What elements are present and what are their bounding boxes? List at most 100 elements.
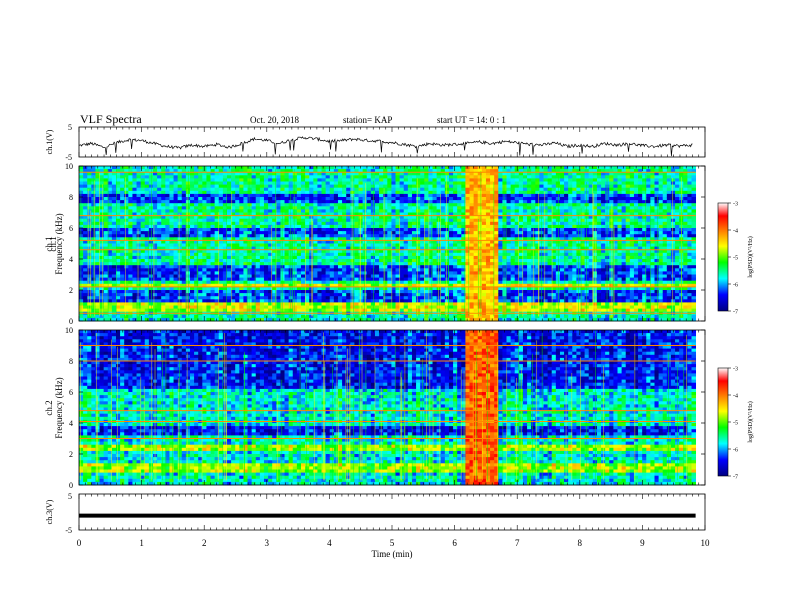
ch1-spectrogram-cell: [403, 240, 409, 244]
ch1-spectrogram-cell: [173, 209, 179, 213]
ch1-spectrogram-cell: [321, 172, 327, 176]
ch1-spectrogram-cell: [284, 193, 290, 198]
ch1-spectrogram-cell: [383, 271, 388, 275]
ch1-spectrogram-cell: [87, 228, 92, 232]
ch1-spectrogram-cell: [370, 206, 376, 210]
ch1-spectrogram-cell: [189, 283, 195, 288]
ch1-spectrogram-cell: [473, 243, 479, 247]
ch1-spectrogram-cell: [444, 193, 450, 198]
ch1-spectrogram-cell: [218, 317, 224, 322]
ch1-spectrogram-cell: [132, 175, 137, 179]
ch1-spectrogram-cell: [403, 317, 409, 322]
ch1-spectrogram-cell: [477, 274, 483, 278]
ch1-spectrogram-cell: [173, 283, 179, 288]
ch1-spectrogram-cell: [99, 271, 105, 275]
ch1-spectrogram-cell: [198, 200, 203, 204]
ch1-spectrogram-cell: [185, 290, 191, 294]
ch1-spectrogram-cell: [337, 181, 343, 185]
ch1-spectrogram-cell: [111, 212, 117, 216]
ch1-spectrogram-cell: [362, 175, 368, 179]
ch1-spectrogram-cell: [362, 166, 368, 170]
ch1-spectrogram-cell: [321, 274, 327, 278]
ch1-spectrogram-cell: [461, 296, 466, 300]
ch1-spectrogram-cell: [379, 268, 384, 272]
ch1-spectrogram-cell: [214, 181, 220, 185]
ch1-spectrogram-cell: [383, 283, 388, 288]
ch1-spectrogram-cell: [477, 203, 483, 207]
ch1-spectrogram-cell: [239, 252, 244, 257]
ch1-spectrogram-cell: [387, 181, 392, 185]
ch1-spectrogram-cell: [374, 175, 380, 179]
ch1-spectrogram-cell: [214, 299, 220, 303]
ch1-spectrogram-cell: [337, 178, 343, 182]
ch1-spectrogram-cell: [210, 255, 216, 260]
ch1-spectrogram-cell: [132, 215, 137, 220]
ch1-spectrogram-cell: [350, 259, 355, 263]
ch1-spectrogram-cell: [424, 268, 429, 272]
ch1-spectrogram-cell: [358, 255, 364, 260]
ch1-spectrogram-cell: [124, 305, 129, 309]
ch1-spectrogram-cell: [87, 234, 92, 238]
ch1-spectrogram-cell: [374, 283, 380, 288]
ch1-spectrogram-cell: [136, 203, 142, 207]
ch1-spectrogram-cell: [255, 190, 261, 195]
ch1-spectrogram-cell: [465, 259, 470, 263]
ch1-spectrogram-cell: [157, 252, 162, 257]
ch1-spectrogram-cell: [317, 305, 322, 309]
ch1-spectrogram-cell: [420, 200, 425, 204]
ch1-spectrogram-cell: [239, 299, 244, 303]
ch1-spectrogram-cell: [132, 274, 137, 278]
ch1-spectrogram-cell: [272, 255, 277, 260]
ch1-spectrogram-cell: [152, 206, 158, 210]
ch1-spectrogram-cell: [325, 215, 331, 220]
ch1-spectrogram-cell: [387, 221, 392, 226]
ch1-spectrogram-cell: [284, 187, 290, 192]
ch1-spectrogram-cell: [255, 209, 261, 213]
ch1-spectrogram-cell: [95, 296, 100, 300]
ch1-spectrogram-cell: [407, 274, 413, 278]
ch1-spectrogram-cell: [284, 299, 290, 303]
ch1-spectrogram-cell: [272, 265, 277, 269]
ch1-spectrogram-cell: [79, 271, 84, 275]
ch1-spectrogram-cell: [95, 240, 100, 244]
ch1-spectrogram-cell: [420, 243, 425, 247]
ch1-spectrogram-cell: [366, 231, 372, 235]
ch1-spectrogram-cell: [309, 268, 314, 272]
ch1-spectrogram-cell: [354, 181, 359, 185]
ch1-spectrogram-cell: [111, 252, 117, 257]
ch1-spectrogram-cell: [255, 246, 261, 251]
ch1-spectrogram-cell: [276, 221, 281, 226]
ch1-spectrogram-cell: [337, 175, 343, 179]
ch1-spectrogram-cell: [235, 178, 240, 182]
ch1-spectrogram-cell: [321, 302, 327, 306]
ch1-spectrogram-cell: [247, 178, 253, 182]
ch1-spectrogram-cell: [239, 228, 244, 232]
ch1-spectrogram-cell: [259, 268, 265, 272]
ch1-spectrogram-cell: [276, 231, 281, 235]
ch1-spectrogram-cell: [165, 293, 170, 297]
ch1-spectrogram-cell: [379, 224, 384, 229]
ch1-spectrogram-cell: [342, 224, 347, 229]
ch1-spectrogram-cell: [329, 169, 335, 173]
ch1-spectrogram-cell: [469, 277, 475, 282]
ch1-spectrogram-cell: [346, 265, 351, 269]
ch1-spectrogram-cell: [226, 252, 232, 257]
ch1-spectrogram-cell: [358, 246, 364, 251]
ch1-spectrogram-cell: [453, 308, 458, 313]
ch1-spectrogram-cell: [358, 187, 364, 192]
ch1-spectrogram-cell: [177, 193, 183, 198]
ch1-spectrogram-cell: [448, 277, 454, 282]
ch1-spectrogram-cell: [379, 274, 384, 278]
ch1-spectrogram-cell: [292, 221, 298, 226]
ch1-spectrogram-cell: [226, 231, 232, 235]
ch1-spectrogram-cell: [107, 265, 113, 269]
ch1-spectrogram-cell: [444, 317, 450, 322]
ch1-spectrogram-cell: [473, 296, 479, 300]
ch1-spectrogram-cell: [391, 252, 396, 257]
ch1-spectrogram-cell: [284, 259, 290, 263]
ch1-spectrogram-cell: [128, 178, 133, 182]
ch1-spectrogram-cell: [362, 190, 368, 195]
ch1-spectrogram-cell: [350, 187, 355, 192]
ch1-spectrogram-cell: [374, 299, 380, 303]
ch1-spectrogram-cell: [444, 181, 450, 185]
